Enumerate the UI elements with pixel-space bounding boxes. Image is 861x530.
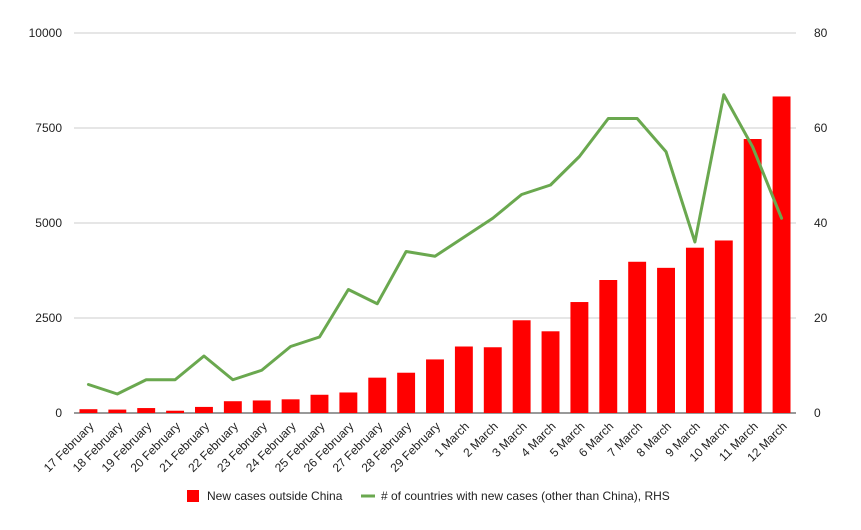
bar bbox=[310, 394, 329, 413]
bar bbox=[281, 399, 300, 413]
y-left-tick-label: 10000 bbox=[29, 26, 63, 40]
legend-label-line: # of countries with new cases (other tha… bbox=[381, 489, 670, 503]
bar bbox=[339, 392, 358, 413]
y-right-tick-label: 0 bbox=[814, 406, 821, 420]
y-left-tick-label: 7500 bbox=[35, 121, 62, 135]
legend-swatch-bar bbox=[187, 490, 199, 502]
bar bbox=[541, 331, 560, 413]
line-series bbox=[86, 93, 784, 396]
bar bbox=[454, 346, 473, 413]
bar bbox=[599, 280, 618, 413]
legend-label-bar: New cases outside China bbox=[207, 489, 343, 503]
bar bbox=[195, 406, 213, 413]
y-right-tick-label: 40 bbox=[814, 216, 828, 230]
bar-series bbox=[79, 96, 791, 414]
y-right-tick-label: 80 bbox=[814, 26, 828, 40]
grid bbox=[74, 32, 796, 414]
bar bbox=[628, 261, 647, 413]
bar bbox=[685, 247, 704, 413]
bar bbox=[512, 320, 531, 413]
series-line bbox=[86, 93, 784, 396]
bar bbox=[166, 410, 185, 413]
bar bbox=[426, 359, 444, 413]
bar bbox=[397, 372, 416, 413]
bar bbox=[483, 347, 502, 413]
y-right-tick-label: 20 bbox=[814, 311, 828, 325]
bar bbox=[714, 240, 733, 413]
bar bbox=[368, 377, 387, 413]
bar bbox=[772, 96, 791, 414]
y-left-tick-label: 5000 bbox=[35, 216, 62, 230]
y-right-tick-label: 60 bbox=[814, 121, 828, 135]
bar bbox=[252, 400, 271, 413]
legend: New cases outside China # of countries wi… bbox=[187, 489, 670, 503]
bar bbox=[223, 401, 242, 413]
y-left-tick-label: 2500 bbox=[35, 311, 62, 325]
bar bbox=[657, 267, 675, 413]
bar bbox=[743, 139, 762, 413]
bar bbox=[108, 409, 127, 413]
bar bbox=[570, 302, 589, 413]
bar bbox=[137, 408, 156, 413]
bar bbox=[79, 409, 98, 413]
y-left-tick-label: 0 bbox=[55, 406, 62, 420]
